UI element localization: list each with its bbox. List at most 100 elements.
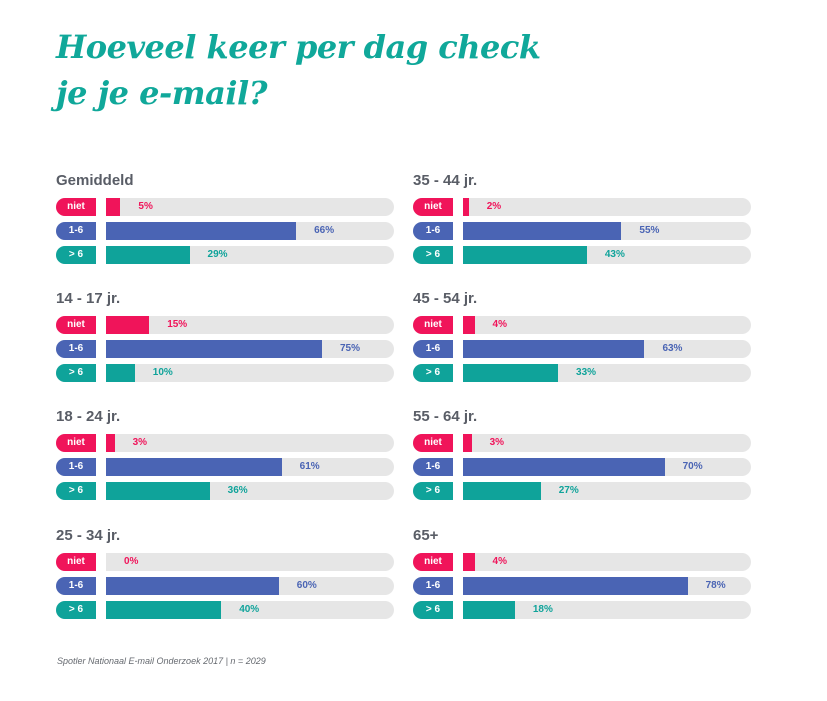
group-title: 65+ — [413, 527, 439, 544]
bar-track — [56, 553, 394, 571]
bar — [463, 364, 559, 382]
age-group: 14 - 17 jr. niet 15% 1-6 75% > 6 10% — [56, 290, 394, 386]
category-label: niet — [413, 434, 453, 452]
bar-separator — [96, 316, 106, 334]
bar-row: niet 5% — [56, 198, 394, 216]
data-label: 27% — [558, 485, 579, 496]
bar — [463, 222, 622, 240]
data-label: 5% — [138, 201, 153, 212]
bar-track — [413, 316, 751, 334]
bar-row: 1-6 61% — [56, 458, 394, 476]
bar-row: > 6 27% — [413, 482, 751, 500]
group-title: Gemiddeld — [56, 172, 134, 189]
bar — [106, 198, 121, 216]
group-title: 35 - 44 jr. — [413, 172, 478, 189]
data-label: 29% — [207, 249, 228, 260]
age-group: 45 - 54 jr. niet 4% 1-6 63% > 6 33% — [413, 290, 751, 386]
data-label: 43% — [604, 249, 625, 260]
category-label: > 6 — [56, 482, 96, 500]
bar-separator — [453, 316, 463, 334]
bar-row: 1-6 70% — [413, 458, 751, 476]
category-label: niet — [56, 553, 96, 571]
category-label: niet — [413, 553, 453, 571]
age-group: Gemiddeld niet 5% 1-6 66% > 6 29% — [56, 172, 394, 268]
group-title: 14 - 17 jr. — [56, 290, 121, 307]
bar-separator — [453, 198, 463, 216]
group-title: 45 - 54 jr. — [413, 290, 478, 307]
category-label: 1-6 — [56, 340, 96, 358]
data-label: 36% — [227, 485, 248, 496]
data-label: 40% — [239, 604, 260, 615]
bar-row: > 6 36% — [56, 482, 394, 500]
bar-separator — [96, 340, 106, 358]
bar-separator — [453, 601, 463, 619]
category-label: > 6 — [56, 601, 96, 619]
bar — [106, 434, 115, 452]
data-label: 4% — [492, 319, 507, 330]
bar-row: > 6 29% — [56, 246, 394, 264]
chart-title: Hoeveel keer per dag check je je e-mail? — [56, 28, 541, 112]
category-label: 1-6 — [56, 458, 96, 476]
bar-track — [413, 553, 751, 571]
bar — [106, 482, 210, 500]
bar-row: 1-6 66% — [56, 222, 394, 240]
data-label: 33% — [576, 367, 597, 378]
bar-track — [413, 198, 751, 216]
bar-row: niet 0% — [56, 553, 394, 571]
category-label: 1-6 — [413, 222, 453, 240]
data-label: 18% — [532, 604, 553, 615]
category-label: > 6 — [56, 246, 96, 264]
bar — [463, 482, 541, 500]
bar — [106, 458, 282, 476]
bar — [463, 198, 469, 216]
bar-separator — [453, 340, 463, 358]
data-label: 78% — [705, 580, 726, 591]
data-label: 3% — [132, 437, 148, 448]
category-label: niet — [56, 434, 96, 452]
bar-separator — [453, 434, 463, 452]
bar — [463, 577, 688, 595]
bar-separator — [96, 553, 106, 571]
data-label: 63% — [662, 343, 683, 354]
bar — [463, 458, 665, 476]
source-note: Spotler Nationaal E-mail Onderzoek 2017 … — [57, 656, 266, 666]
bar-separator — [453, 364, 463, 382]
bar-separator — [453, 553, 463, 571]
bar-row: > 6 10% — [56, 364, 394, 382]
data-label: 3% — [489, 437, 505, 448]
bar-row: 1-6 60% — [56, 577, 394, 595]
group-title: 25 - 34 jr. — [56, 527, 121, 544]
bar-separator — [453, 222, 463, 240]
bar — [463, 601, 515, 619]
bar-separator — [453, 458, 463, 476]
data-label: 15% — [167, 319, 188, 330]
bar — [106, 316, 150, 334]
bar-separator — [96, 364, 106, 382]
bar-row: 1-6 78% — [413, 577, 751, 595]
age-group: 18 - 24 jr. niet 3% 1-6 61% > 6 36% — [56, 408, 394, 504]
data-label: 61% — [299, 461, 320, 472]
bar — [463, 553, 475, 571]
bar-row: 1-6 75% — [56, 340, 394, 358]
bar-row: niet 3% — [56, 434, 394, 452]
category-label: > 6 — [413, 482, 453, 500]
category-label: 1-6 — [413, 458, 453, 476]
age-group: 65+ niet 4% 1-6 78% > 6 18% — [413, 527, 751, 623]
category-label: > 6 — [413, 364, 453, 382]
data-label: 55% — [639, 225, 660, 236]
data-label: 75% — [340, 343, 361, 354]
age-group: 55 - 64 jr. niet 3% 1-6 70% > 6 27% — [413, 408, 751, 504]
category-label: niet — [56, 316, 96, 334]
bar — [106, 601, 222, 619]
bar — [106, 222, 297, 240]
bar-separator — [96, 577, 106, 595]
bar-row: 1-6 63% — [413, 340, 751, 358]
bar-track — [56, 198, 394, 216]
bar — [106, 364, 135, 382]
bar-separator — [453, 577, 463, 595]
bar-row: niet 4% — [413, 553, 751, 571]
bar — [463, 316, 475, 334]
category-label: 1-6 — [56, 577, 96, 595]
age-group: 25 - 34 jr. niet 0% 1-6 60% > 6 40% — [56, 527, 394, 623]
bar-track — [413, 434, 751, 452]
